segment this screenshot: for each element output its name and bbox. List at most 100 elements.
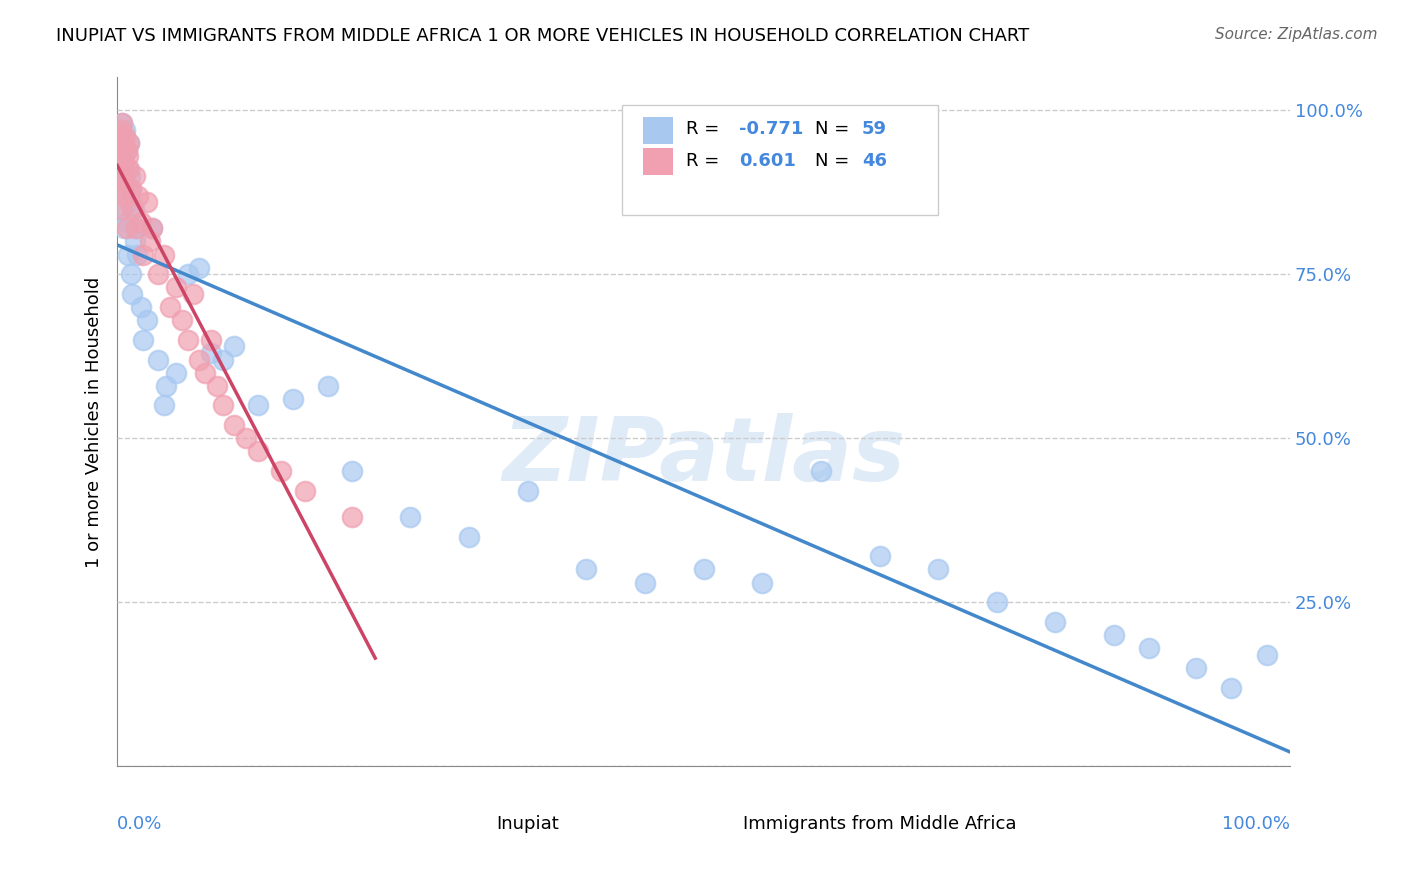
Point (224, 339, 246, 353)
Point (118, 136, 141, 150)
Point (118, 136, 141, 150)
FancyBboxPatch shape (643, 148, 673, 175)
Point (135, 195, 157, 210)
Text: R =: R = (686, 153, 725, 170)
Point (108, 136, 131, 150)
Point (194, 366, 217, 380)
Point (112, 182, 135, 196)
Point (170, 313, 193, 327)
Point (114, 123, 136, 137)
Text: ZIPatlas: ZIPatlas (502, 413, 905, 500)
Point (129, 215, 152, 229)
Point (108, 155, 131, 169)
Point (114, 175, 136, 189)
Point (183, 287, 205, 301)
Point (141, 221, 163, 235)
Point (111, 116, 134, 130)
Point (211, 352, 233, 367)
Text: 100.0%: 100.0% (1222, 814, 1291, 832)
Point (115, 221, 138, 235)
Point (153, 247, 176, 261)
Point (1045, 615, 1067, 629)
Point (294, 483, 316, 498)
Point (1137, 641, 1160, 656)
Point (110, 123, 132, 137)
Point (132, 333, 155, 347)
Text: 59: 59 (862, 120, 887, 138)
Point (132, 247, 155, 261)
Point (127, 188, 149, 202)
Point (125, 221, 148, 235)
Text: N =: N = (815, 153, 855, 170)
Text: R =: R = (686, 120, 725, 138)
Point (121, 202, 143, 216)
Point (927, 562, 949, 576)
Point (107, 136, 129, 150)
Point (122, 202, 145, 216)
Point (340, 510, 363, 524)
Point (1185, 661, 1208, 675)
Point (188, 352, 211, 367)
Point (159, 300, 181, 314)
Point (129, 300, 152, 314)
Point (153, 399, 176, 413)
FancyBboxPatch shape (738, 798, 769, 819)
Point (114, 129, 136, 144)
Text: Inupiat: Inupiat (496, 814, 560, 832)
FancyBboxPatch shape (444, 798, 477, 819)
Point (124, 235, 146, 249)
Point (211, 399, 233, 413)
Point (112, 136, 135, 150)
Point (125, 221, 148, 235)
Point (155, 379, 177, 393)
Point (120, 169, 142, 183)
Point (135, 313, 157, 327)
Point (112, 155, 135, 169)
Point (111, 202, 134, 216)
Point (148, 352, 170, 367)
Point (108, 129, 131, 144)
Point (692, 562, 714, 576)
Point (114, 175, 136, 189)
Text: Source: ZipAtlas.com: Source: ZipAtlas.com (1215, 27, 1378, 42)
FancyBboxPatch shape (643, 118, 673, 145)
Point (115, 215, 138, 229)
Text: INUPIAT VS IMMIGRANTS FROM MIDDLE AFRICA 1 OR MORE VEHICLES IN HOUSEHOLD CORRELA: INUPIAT VS IMMIGRANTS FROM MIDDLE AFRICA… (56, 27, 1029, 45)
Point (139, 235, 162, 249)
Point (634, 575, 657, 590)
Text: 46: 46 (862, 153, 887, 170)
Text: 0.601: 0.601 (738, 153, 796, 170)
Point (810, 464, 832, 478)
Point (165, 366, 187, 380)
Point (110, 123, 132, 137)
Point (117, 149, 139, 163)
Point (148, 267, 170, 281)
Point (235, 431, 257, 445)
Point (112, 221, 135, 235)
Point (246, 399, 269, 413)
Point (188, 260, 211, 275)
Point (115, 143, 138, 157)
Point (224, 418, 246, 433)
Point (111, 202, 134, 216)
Point (340, 464, 363, 478)
Point (112, 149, 135, 163)
Point (281, 392, 304, 406)
Point (110, 155, 132, 169)
Point (110, 182, 132, 196)
Point (575, 562, 598, 576)
Point (127, 247, 149, 261)
Point (516, 483, 538, 498)
Point (165, 280, 187, 294)
Point (112, 129, 135, 144)
Point (118, 162, 141, 177)
Point (112, 169, 135, 183)
Point (246, 444, 269, 458)
Point (118, 195, 141, 210)
Point (1220, 681, 1243, 695)
Point (1256, 648, 1278, 662)
Text: Immigrants from Middle Africa: Immigrants from Middle Africa (742, 814, 1017, 832)
Point (117, 247, 139, 261)
Point (120, 267, 142, 281)
Point (141, 221, 163, 235)
